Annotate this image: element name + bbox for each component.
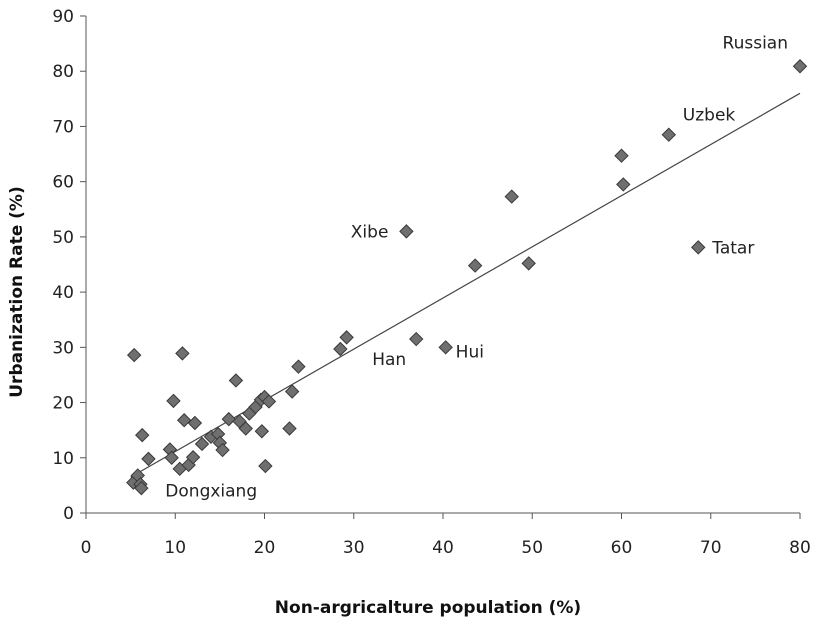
trendline bbox=[130, 92, 801, 478]
y-tick-label: 10 bbox=[52, 449, 74, 469]
data-point bbox=[504, 189, 519, 204]
data-point bbox=[185, 450, 201, 465]
data-point bbox=[467, 258, 483, 273]
data-point bbox=[521, 256, 536, 271]
x-axis-title: Non-argricalture population (%) bbox=[275, 598, 581, 618]
data-point bbox=[166, 393, 181, 409]
x-tick-label: 30 bbox=[343, 538, 365, 558]
y-tick-label: 50 bbox=[52, 228, 74, 248]
data-point bbox=[254, 424, 270, 439]
annotations: Russian Uzbek Xibe Tatar Han Hui Dongxiang bbox=[165, 33, 788, 501]
y-tick-label: 30 bbox=[52, 338, 74, 358]
data-point bbox=[164, 450, 179, 465]
data-point bbox=[399, 224, 414, 239]
data-point bbox=[691, 240, 706, 255]
y-tick-label: 70 bbox=[52, 117, 74, 137]
axes bbox=[85, 16, 800, 514]
data-point bbox=[333, 341, 348, 357]
x-tick-label: 70 bbox=[700, 538, 722, 558]
annotation-label: Uzbek bbox=[683, 106, 736, 126]
y-tick-label: 60 bbox=[52, 173, 74, 193]
y-axis-ticks: 0 10 20 30 40 50 60 70 80 90 bbox=[52, 7, 86, 524]
annotation-label: Russian bbox=[723, 33, 788, 53]
data-point bbox=[215, 442, 230, 458]
x-tick-label: 50 bbox=[521, 538, 543, 558]
annotation-label: Tatar bbox=[711, 238, 754, 258]
x-tick-label: 60 bbox=[611, 538, 633, 558]
annotation-label: Hui bbox=[456, 342, 484, 362]
x-tick-label: 10 bbox=[164, 538, 186, 558]
data-point bbox=[135, 427, 150, 443]
data-point bbox=[176, 413, 192, 428]
data-point bbox=[141, 451, 156, 467]
y-tick-label: 20 bbox=[52, 394, 74, 414]
y-axis-title: Urbanization Rate (%) bbox=[7, 186, 27, 398]
data-point bbox=[616, 177, 631, 192]
data-point bbox=[238, 421, 253, 436]
data-point bbox=[194, 436, 210, 452]
data-point bbox=[258, 458, 273, 474]
data-point bbox=[409, 331, 424, 347]
y-tick-label: 40 bbox=[52, 283, 74, 303]
data-point bbox=[175, 346, 190, 361]
data-point bbox=[134, 480, 149, 496]
x-tick-label: 0 bbox=[81, 538, 92, 558]
data-point bbox=[661, 127, 677, 142]
data-point bbox=[221, 411, 237, 427]
annotation-label: Dongxiang bbox=[165, 482, 257, 502]
x-axis-ticks: 0 10 20 30 40 50 60 70 80 bbox=[81, 513, 811, 558]
data-point bbox=[438, 340, 453, 355]
data-points bbox=[126, 59, 808, 496]
x-tick-label: 40 bbox=[432, 538, 454, 558]
data-point bbox=[339, 330, 354, 345]
data-point bbox=[187, 415, 203, 431]
data-point bbox=[291, 359, 306, 374]
data-point bbox=[614, 148, 629, 163]
y-tick-label: 80 bbox=[52, 62, 74, 82]
data-point bbox=[792, 59, 808, 74]
annotation-label: Xibe bbox=[351, 222, 389, 242]
data-point bbox=[284, 384, 300, 399]
data-point bbox=[228, 373, 244, 388]
data-point bbox=[126, 347, 142, 363]
x-tick-label: 80 bbox=[789, 538, 811, 558]
y-tick-label: 90 bbox=[52, 7, 74, 27]
x-tick-label: 20 bbox=[254, 538, 276, 558]
annotation-label: Han bbox=[372, 350, 406, 370]
data-point bbox=[261, 394, 277, 409]
y-tick-label: 0 bbox=[63, 504, 74, 524]
data-point bbox=[282, 421, 297, 436]
